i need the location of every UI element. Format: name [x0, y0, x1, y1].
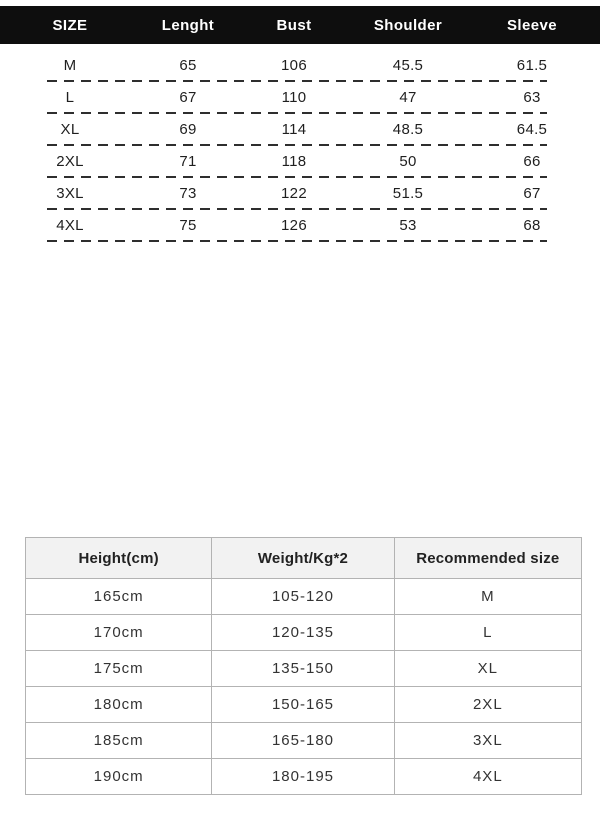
fit-cell: 180cm — [24, 686, 213, 723]
fit-cell: 165cm — [24, 578, 213, 615]
size-cell: 51.5 — [392, 184, 424, 202]
fit-cell: L — [393, 614, 583, 651]
size-cell: 118 — [281, 152, 307, 170]
size-cell: L — [65, 88, 75, 106]
size-col-header-bust: Bust — [276, 16, 312, 34]
size-row-l: L 67 110 47 63 — [0, 82, 600, 112]
size-cell: 114 — [281, 120, 307, 138]
size-cell: 67 — [523, 184, 541, 202]
size-col-header-shoulder: Shoulder — [373, 16, 443, 34]
fit-cell: 165-180 — [211, 722, 395, 759]
fit-row-175: 175cm 135-150 XL — [24, 650, 583, 687]
fit-col-header-height: Height(cm) — [24, 537, 213, 579]
size-cell: 66 — [523, 152, 541, 170]
fit-cell: 185cm — [24, 722, 213, 759]
fit-cell: M — [393, 578, 583, 615]
size-cell: 65 — [179, 56, 197, 74]
row-separator — [47, 240, 547, 242]
size-cell: XL — [60, 120, 80, 138]
size-cell: 53 — [399, 216, 417, 234]
fit-row-180: 180cm 150-165 2XL — [24, 686, 583, 723]
fit-col-header-weight: Weight/Kg*2 — [211, 537, 395, 579]
size-col-header-size: SIZE — [52, 16, 88, 34]
fit-cell: 105-120 — [211, 578, 395, 615]
fit-cell: XL — [393, 650, 583, 687]
row-separator — [47, 176, 547, 178]
row-separator — [47, 144, 547, 146]
fit-cell: 120-135 — [211, 614, 395, 651]
size-cell: 71 — [179, 152, 197, 170]
size-table-body: M 65 106 45.5 61.5 L 67 110 47 63 XL 69 … — [0, 44, 600, 242]
fit-cell: 175cm — [24, 650, 213, 687]
fit-cell: 4XL — [393, 758, 583, 795]
size-cell: M — [63, 56, 77, 74]
fit-col-header-recommended: Recommended size — [393, 537, 583, 579]
size-row-2xl: 2XL 71 118 50 66 — [0, 146, 600, 176]
size-cell: 122 — [281, 184, 307, 202]
row-separator — [47, 208, 547, 210]
size-cell: 3XL — [56, 184, 84, 202]
size-cell: 69 — [179, 120, 197, 138]
size-cell: 45.5 — [392, 56, 424, 74]
fit-row-170: 170cm 120-135 L — [24, 614, 583, 651]
fit-row-165: 165cm 105-120 M — [24, 578, 583, 615]
size-row-4xl: 4XL 75 126 53 68 — [0, 210, 600, 240]
size-cell: 48.5 — [392, 120, 424, 138]
fit-cell: 3XL — [393, 722, 583, 759]
size-table: SIZE Lenght Bust Shoulder Sleeve M 65 10… — [0, 6, 600, 242]
size-cell: 67 — [179, 88, 197, 106]
fit-cell: 135-150 — [211, 650, 395, 687]
size-cell: 106 — [281, 56, 307, 74]
fit-row-185: 185cm 165-180 3XL — [24, 722, 583, 759]
size-col-header-length: Lenght — [161, 16, 215, 34]
fit-cell: 190cm — [24, 758, 213, 795]
fit-table: Height(cm) Weight/Kg*2 Recommended size … — [24, 537, 583, 795]
fit-cell: 180-195 — [211, 758, 395, 795]
size-row-3xl: 3XL 73 122 51.5 67 — [0, 178, 600, 208]
size-cell: 110 — [281, 88, 307, 106]
size-cell: 4XL — [56, 216, 84, 234]
size-row-xl: XL 69 114 48.5 64.5 — [0, 114, 600, 144]
size-cell: 64.5 — [516, 120, 548, 138]
size-col-header-sleeve: Sleeve — [507, 16, 557, 34]
fit-cell: 150-165 — [211, 686, 395, 723]
size-table-header-row: SIZE Lenght Bust Shoulder Sleeve — [0, 6, 600, 44]
fit-table-header-row: Height(cm) Weight/Kg*2 Recommended size — [24, 537, 583, 579]
size-cell: 2XL — [56, 152, 84, 170]
size-cell: 50 — [399, 152, 417, 170]
size-cell: 63 — [523, 88, 541, 106]
fit-cell: 170cm — [24, 614, 213, 651]
size-row-m: M 65 106 45.5 61.5 — [0, 50, 600, 80]
size-cell: 126 — [281, 216, 307, 234]
size-cell: 61.5 — [516, 56, 548, 74]
row-separator — [47, 80, 547, 82]
fit-cell: 2XL — [393, 686, 583, 723]
fit-row-190: 190cm 180-195 4XL — [24, 758, 583, 795]
size-cell: 75 — [179, 216, 197, 234]
row-separator — [47, 112, 547, 114]
size-cell: 47 — [399, 88, 417, 106]
size-cell: 68 — [523, 216, 541, 234]
size-cell: 73 — [179, 184, 197, 202]
